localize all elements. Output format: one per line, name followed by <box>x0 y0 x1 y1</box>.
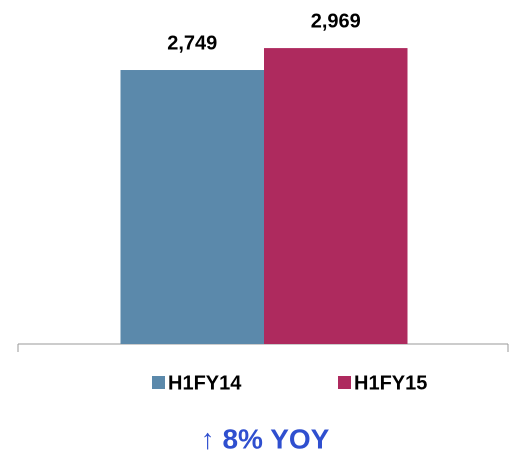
legend-label: H1FY15 <box>354 372 427 394</box>
legend-label: H1FY14 <box>168 372 242 394</box>
legend-swatch <box>152 376 165 389</box>
bar <box>264 48 408 345</box>
legend-swatch <box>338 376 351 389</box>
bar <box>120 70 264 345</box>
data-label: 2,749 <box>167 32 217 54</box>
data-label: 2,969 <box>311 10 361 32</box>
annotation: ↑ 8% YOY <box>201 423 330 454</box>
